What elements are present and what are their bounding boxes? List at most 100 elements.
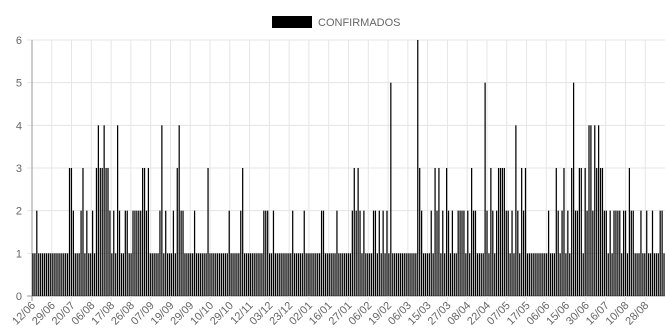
bar[interactable] — [40, 253, 42, 296]
bar[interactable] — [280, 253, 282, 296]
bar[interactable] — [155, 253, 157, 296]
bar[interactable] — [197, 253, 200, 296]
bar[interactable] — [259, 253, 261, 296]
bar[interactable] — [551, 253, 554, 296]
bar[interactable] — [476, 253, 479, 296]
bar[interactable] — [467, 210, 469, 296]
bar[interactable] — [499, 168, 502, 296]
bar[interactable] — [590, 125, 592, 296]
bar[interactable] — [486, 210, 488, 296]
bar[interactable] — [497, 168, 500, 296]
bar[interactable] — [93, 253, 96, 296]
bar[interactable] — [563, 168, 565, 296]
bar[interactable] — [319, 253, 321, 296]
bar[interactable] — [347, 253, 350, 296]
bar[interactable] — [492, 210, 494, 296]
bar[interactable] — [334, 253, 336, 296]
bar[interactable] — [536, 253, 538, 296]
bar[interactable] — [299, 253, 302, 296]
bar[interactable] — [192, 253, 194, 296]
bar[interactable] — [372, 210, 375, 296]
bar[interactable] — [496, 210, 498, 296]
bar[interactable] — [211, 253, 213, 296]
bar[interactable] — [580, 168, 582, 296]
bar[interactable] — [234, 253, 236, 296]
bar[interactable] — [147, 168, 150, 296]
bar[interactable] — [411, 253, 413, 296]
bar[interactable] — [624, 210, 627, 296]
bar[interactable] — [124, 210, 126, 296]
bar[interactable] — [576, 210, 579, 296]
bar[interactable] — [357, 168, 359, 296]
bar[interactable] — [594, 125, 596, 296]
bar[interactable] — [165, 210, 167, 296]
bar[interactable] — [342, 253, 344, 296]
bar[interactable] — [424, 253, 427, 296]
bar[interactable] — [394, 253, 396, 296]
bar[interactable] — [432, 253, 434, 296]
bar[interactable] — [661, 210, 663, 296]
bar[interactable] — [267, 210, 269, 296]
bar[interactable] — [607, 253, 609, 296]
bar[interactable] — [251, 253, 253, 296]
bar[interactable] — [336, 210, 338, 296]
bar[interactable] — [471, 168, 473, 296]
bar[interactable] — [572, 82, 575, 296]
bar[interactable] — [307, 253, 309, 296]
bar[interactable] — [380, 253, 382, 296]
bar[interactable] — [615, 210, 617, 296]
bar[interactable] — [76, 253, 78, 296]
bar[interactable] — [369, 253, 371, 296]
bar[interactable] — [188, 253, 190, 296]
bar[interactable] — [292, 210, 294, 296]
bar[interactable] — [663, 253, 665, 296]
bar[interactable] — [344, 253, 346, 296]
bar[interactable] — [107, 168, 109, 296]
bar[interactable] — [245, 253, 248, 296]
bar[interactable] — [353, 168, 355, 296]
bar[interactable] — [203, 253, 205, 296]
bar[interactable] — [382, 210, 384, 296]
bar[interactable] — [592, 210, 594, 296]
bar[interactable] — [232, 253, 234, 296]
bar[interactable] — [532, 253, 534, 296]
bar[interactable] — [390, 82, 392, 296]
bar[interactable] — [78, 253, 80, 296]
bar[interactable] — [623, 210, 625, 296]
bar[interactable] — [255, 253, 257, 296]
bar[interactable] — [621, 253, 623, 296]
bar[interactable] — [513, 253, 515, 296]
bar[interactable] — [469, 253, 471, 296]
bar[interactable] — [209, 253, 211, 296]
bar[interactable] — [311, 253, 313, 296]
legend[interactable]: CONFIRMADOS — [272, 16, 401, 29]
bar[interactable] — [617, 210, 619, 296]
bar[interactable] — [345, 253, 348, 296]
bar[interactable] — [549, 253, 552, 296]
bar[interactable] — [561, 210, 563, 296]
bar[interactable] — [261, 253, 263, 296]
bar[interactable] — [363, 210, 365, 296]
bar[interactable] — [195, 253, 198, 296]
bar[interactable] — [405, 253, 407, 296]
bar[interactable] — [290, 253, 292, 296]
bar[interactable] — [446, 168, 448, 296]
bar[interactable] — [599, 168, 602, 296]
bar[interactable] — [193, 210, 196, 296]
bar[interactable] — [648, 253, 650, 296]
bar[interactable] — [442, 210, 444, 296]
bar[interactable] — [465, 253, 467, 296]
bar[interactable] — [407, 253, 409, 296]
bar[interactable] — [91, 210, 94, 296]
bar[interactable] — [586, 210, 588, 296]
bar[interactable] — [619, 210, 621, 296]
bar[interactable] — [284, 253, 286, 296]
bar[interactable] — [555, 168, 557, 296]
bar[interactable] — [524, 168, 527, 296]
bar[interactable] — [653, 253, 656, 296]
bar[interactable] — [328, 253, 330, 296]
bar[interactable] — [186, 253, 188, 296]
bar[interactable] — [634, 253, 636, 296]
bar[interactable] — [511, 210, 513, 296]
bar[interactable] — [205, 253, 207, 296]
